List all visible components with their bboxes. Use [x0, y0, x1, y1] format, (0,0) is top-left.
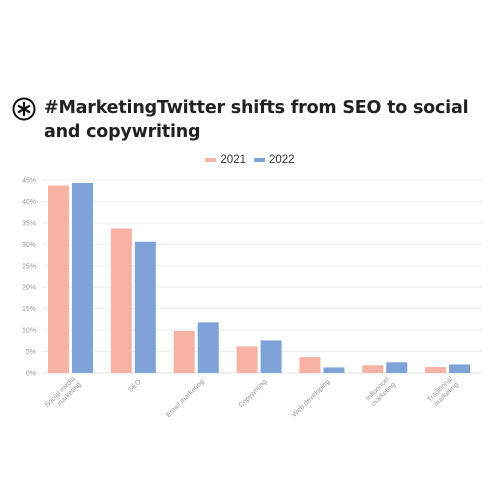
chart-legend: 2021 2022 — [0, 154, 500, 166]
y-tick-label: 35% — [22, 220, 36, 227]
x-category-label: SEO — [127, 378, 143, 394]
bar-2022 — [197, 322, 219, 373]
legend-label-2021: 2021 — [220, 154, 246, 166]
y-tick-label: 0% — [26, 371, 36, 378]
bar-2022 — [260, 340, 282, 373]
bar-2022 — [449, 364, 471, 373]
x-category-label: Traditionalmarketing — [426, 375, 460, 409]
x-category-label: Email marketing — [165, 378, 206, 419]
chart-header: #MarketingTwitter shifts from SEO to soc… — [12, 96, 482, 144]
x-category-label: Influencermarketing — [365, 375, 398, 408]
bar-2021 — [110, 228, 132, 373]
bar-2021 — [299, 357, 321, 373]
x-category-label-line: Email marketing — [165, 378, 206, 419]
bar-2022 — [134, 241, 156, 373]
chart-title: #MarketingTwitter shifts from SEO to soc… — [44, 98, 469, 142]
legend-item-2022: 2022 — [254, 154, 295, 166]
x-category-label: Social mediamarketing — [44, 376, 83, 415]
bar-2022 — [323, 367, 345, 373]
y-tick-label: 20% — [22, 285, 36, 292]
bar-2022 — [386, 362, 408, 373]
x-category-label: Copywriting — [238, 378, 269, 409]
y-tick-label: 30% — [22, 242, 36, 249]
star-burst-logo-icon — [12, 97, 36, 121]
legend-item-2021: 2021 — [205, 154, 246, 166]
bar-2022 — [72, 183, 93, 373]
y-tick-label: 5% — [26, 349, 36, 356]
y-tick-label: 40% — [22, 199, 36, 206]
y-tick-label: 25% — [22, 263, 36, 270]
x-category-label: Web developing — [291, 378, 331, 418]
x-category-label-line: SEO — [127, 378, 143, 394]
bar-2021 — [425, 366, 447, 373]
y-tick-label: 10% — [22, 328, 36, 335]
legend-label-2022: 2022 — [269, 154, 295, 166]
legend-swatch-2021 — [205, 158, 217, 162]
bar-2021 — [173, 330, 195, 373]
legend-swatch-2022 — [254, 158, 265, 162]
y-tick-label: 15% — [22, 306, 36, 313]
bar-2021 — [362, 365, 384, 373]
bar-2021 — [236, 346, 258, 373]
x-category-label-line: Web developing — [291, 378, 331, 418]
bar-2021 — [48, 185, 69, 373]
y-tick-label: 45% — [22, 178, 36, 185]
x-category-label-line: Copywriting — [238, 378, 269, 409]
